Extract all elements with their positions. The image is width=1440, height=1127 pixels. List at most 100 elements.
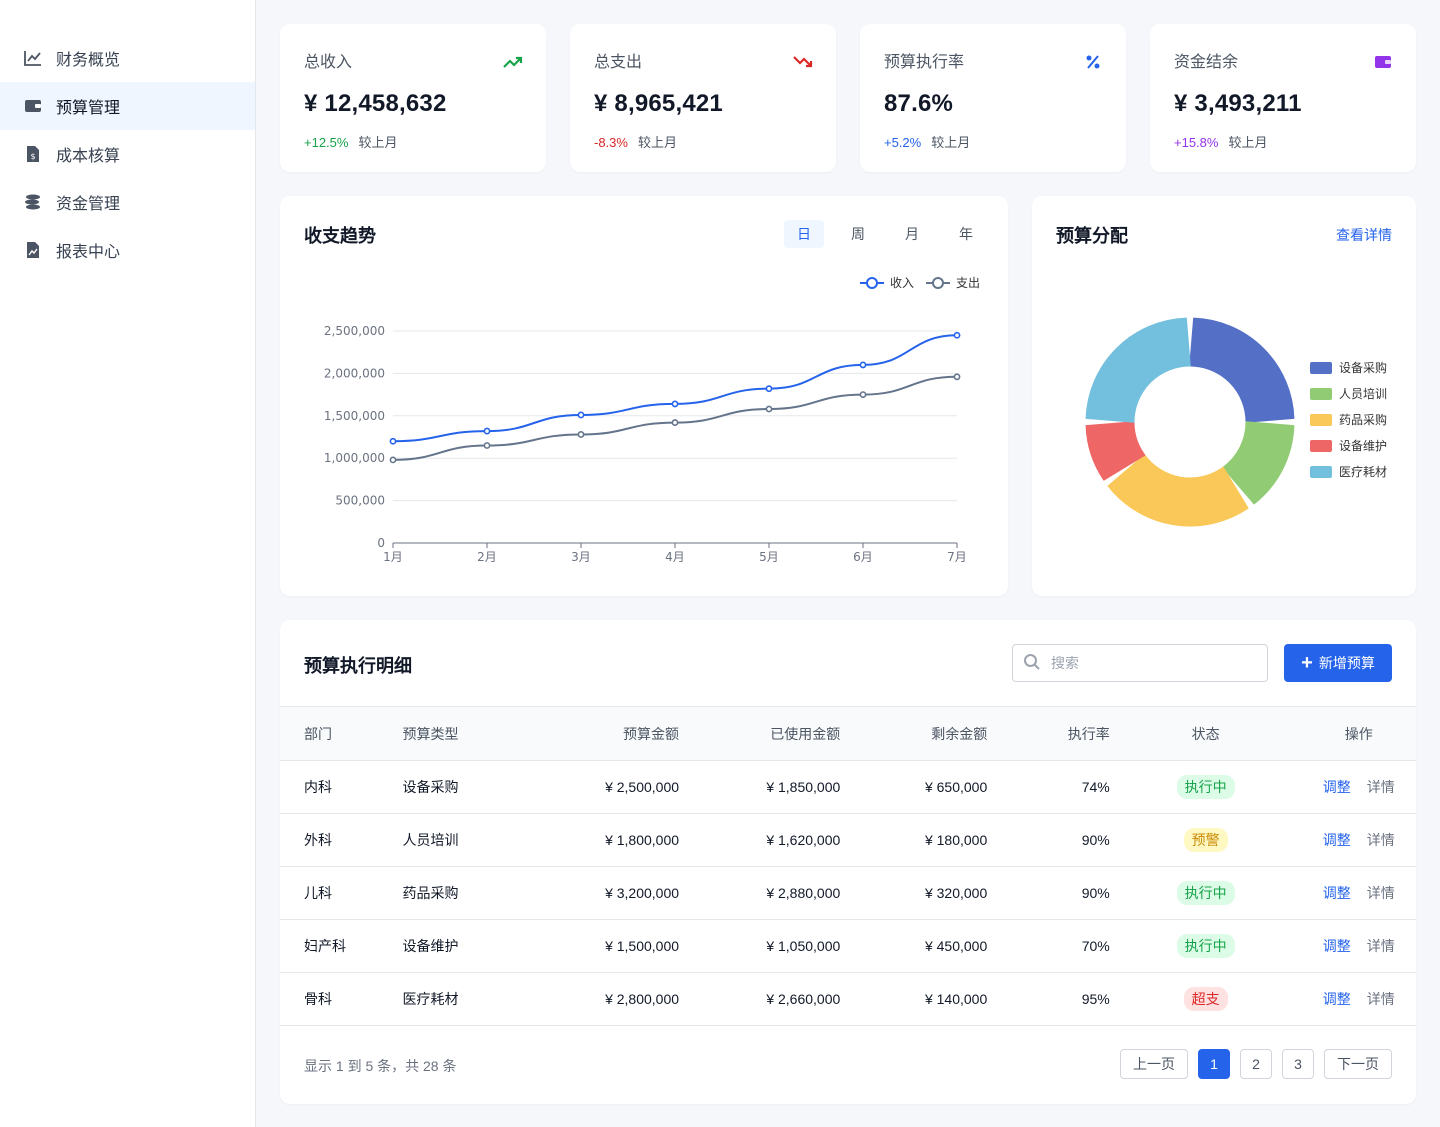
- adjust-button[interactable]: 调整: [1322, 991, 1351, 1007]
- status-badge: 预警: [1183, 828, 1228, 852]
- search-input[interactable]: [1051, 655, 1241, 671]
- cell-actions: 调整 详情: [1301, 919, 1416, 973]
- detail-button[interactable]: 详情: [1366, 885, 1395, 901]
- cell-status: 预警: [1109, 813, 1302, 867]
- cell-used: ¥ 1,620,000: [679, 813, 841, 867]
- stat-value: 87.6%: [884, 90, 954, 117]
- tab-month[interactable]: 月: [905, 226, 919, 242]
- trend-title: 收支趋势: [304, 226, 376, 246]
- detail-button[interactable]: 详情: [1366, 779, 1395, 795]
- cell-used: ¥ 1,850,000: [679, 760, 841, 814]
- legend-swatch: [1310, 362, 1332, 374]
- y-tick-label: 1,000,000: [324, 451, 385, 465]
- y-tick-label: 500,000: [335, 494, 385, 508]
- tab-year[interactable]: 年: [959, 226, 973, 242]
- cell-type: 人员培训: [402, 813, 536, 867]
- cell-type: 医疗耗材: [402, 972, 536, 1026]
- trend-panel: 收支趋势 日 周 月 年 0 500,000 1,000,000 1,500,000 2…: [280, 196, 1008, 596]
- tab-week[interactable]: 周: [851, 226, 865, 242]
- pagination-info: 显示 1 到 5 条，共 28 条: [304, 1058, 457, 1074]
- detail-button[interactable]: 详情: [1366, 991, 1395, 1007]
- trend-line-chart: 0 500,000 1,000,000 1,500,000 2,000,000 2,500…: [324, 276, 980, 564]
- data-point: [765, 385, 773, 393]
- percent-icon: [1082, 51, 1104, 73]
- sidebar-item-label: 预算管理: [56, 100, 121, 117]
- adjust-button[interactable]: 调整: [1322, 885, 1351, 901]
- stat-card-execution-rate: 预算执行率 87.6% +5.2% 较上月: [860, 24, 1126, 172]
- data-point: [671, 419, 679, 426]
- legend-label: 收入: [890, 276, 914, 290]
- table-row: 外科 人员培训 ¥ 1,800,000 ¥ 1,620,000 ¥ 180,000 90%…: [280, 813, 1416, 867]
- x-tick-label: 2月: [477, 550, 497, 564]
- view-details-link[interactable]: 查看详情: [1336, 227, 1392, 243]
- stat-value: ¥ 8,965,421: [594, 90, 723, 117]
- sidebar-item-reports[interactable]: 报表中心: [0, 226, 255, 274]
- stat-compare: 较上月: [1228, 135, 1268, 150]
- cell-status: 执行中: [1109, 866, 1302, 920]
- prev-page-button[interactable]: 上一页: [1120, 1049, 1188, 1079]
- page-2-button[interactable]: 2: [1240, 1049, 1272, 1079]
- stat-change: +12.5%: [304, 135, 349, 150]
- cell-used: ¥ 1,050,000: [679, 919, 841, 973]
- y-tick-label: 1,500,000: [324, 409, 385, 423]
- cell-rate: 74%: [987, 760, 1110, 814]
- data-point: [483, 427, 491, 435]
- stat-value: ¥ 12,458,632: [304, 90, 447, 117]
- y-tick-label: 0: [377, 536, 385, 550]
- cell-remain: ¥ 450,000: [840, 919, 988, 973]
- detail-button[interactable]: 详情: [1366, 938, 1395, 954]
- cell-budget: ¥ 2,500,000: [535, 760, 680, 814]
- col-dept: 部门: [280, 706, 403, 761]
- budget-table-panel: 预算执行明细 + 新增预算 部门 预算类型 预算金额 已使用金额 剩余金额 执行…: [280, 620, 1416, 1104]
- cell-status: 超支: [1109, 972, 1302, 1026]
- x-tick-label: 5月: [759, 550, 779, 564]
- status-badge: 执行中: [1176, 934, 1235, 958]
- legend-label: 人员培训: [1339, 386, 1387, 401]
- add-budget-button[interactable]: + 新增预算: [1284, 644, 1392, 682]
- stat-compare: 较上月: [358, 135, 398, 150]
- legend-marker: [932, 277, 944, 289]
- x-tick-label: 1月: [383, 550, 403, 564]
- detail-button[interactable]: 详情: [1366, 832, 1395, 848]
- cell-rate: 90%: [987, 866, 1110, 920]
- budget-table: 部门 预算类型 预算金额 已使用金额 剩余金额 执行率 状态 操作 内科 设备采购…: [280, 706, 1416, 1026]
- cell-rate: 90%: [987, 813, 1110, 867]
- data-point: [577, 431, 585, 438]
- table-row: 骨科 医疗耗材 ¥ 2,800,000 ¥ 2,660,000 ¥ 140,000 95%…: [280, 972, 1416, 1026]
- next-page-button[interactable]: 下一页: [1324, 1049, 1392, 1079]
- table-title: 预算执行明细: [304, 656, 412, 676]
- col-rate: 执行率: [987, 706, 1110, 761]
- page-1-button[interactable]: 1: [1198, 1049, 1230, 1079]
- sidebar-item-funds[interactable]: 资金管理: [0, 178, 255, 226]
- allocation-panel: 预算分配 查看详情 设备采购 人员培训 药品采购 设备维护 医疗耗材: [1032, 196, 1416, 596]
- adjust-button[interactable]: 调整: [1322, 938, 1351, 954]
- status-badge: 执行中: [1176, 775, 1235, 799]
- period-tabs: 日 周 月 年: [784, 220, 986, 248]
- sidebar-item-cost[interactable]: $ 成本核算: [0, 130, 255, 178]
- sidebar-item-overview[interactable]: 财务概览: [0, 34, 255, 82]
- tab-day[interactable]: 日: [784, 220, 824, 248]
- donut-slice: [1189, 317, 1295, 423]
- adjust-button[interactable]: 调整: [1322, 832, 1351, 848]
- invoice-icon: $: [24, 145, 42, 163]
- stat-label: 资金结余: [1174, 54, 1239, 71]
- data-point: [577, 411, 585, 419]
- y-tick-label: 2,500,000: [324, 324, 385, 338]
- donut-slice: [1085, 421, 1146, 481]
- cell-dept: 外科: [280, 813, 403, 867]
- cell-rate: 95%: [987, 972, 1110, 1026]
- table-row: 妇产科 设备维护 ¥ 1,500,000 ¥ 1,050,000 ¥ 450,000 70…: [280, 919, 1416, 973]
- cell-remain: ¥ 140,000: [840, 972, 988, 1026]
- data-point: [765, 405, 773, 413]
- page-3-button[interactable]: 3: [1282, 1049, 1314, 1079]
- sidebar: 财务概览 预算管理 $ 成本核算 资金管理 报表中心: [0, 0, 256, 1127]
- legend-label: 药品采购: [1339, 412, 1387, 427]
- stat-compare: 较上月: [637, 135, 677, 150]
- adjust-button[interactable]: 调整: [1322, 779, 1351, 795]
- data-point: [671, 400, 679, 408]
- sidebar-item-budget[interactable]: 预算管理: [0, 82, 255, 130]
- col-remain: 剩余金额: [840, 706, 988, 761]
- legend-swatch: [1310, 440, 1332, 452]
- sidebar-item-label: 报表中心: [56, 244, 121, 261]
